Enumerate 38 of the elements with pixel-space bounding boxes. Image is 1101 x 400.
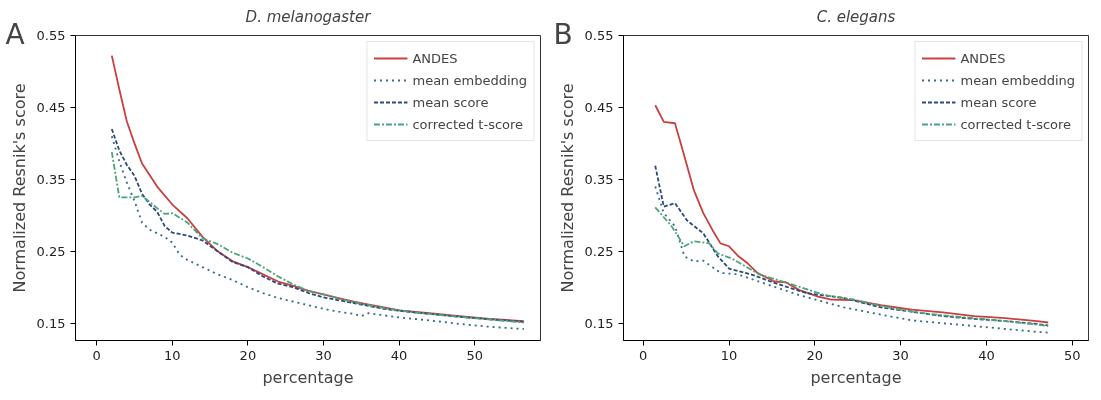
legend-label: mean embedding [960,72,1075,88]
y-tick-label: 0.45 [584,99,614,115]
x-tick-label: 30 [892,347,909,363]
x-tick-label: 20 [806,347,824,363]
x-tick-label: 40 [390,347,408,363]
y-tick-label: 0.55 [584,28,614,43]
x-tick-label: 50 [1063,347,1081,363]
y-tick-label: 0.35 [36,171,66,187]
x-tick-label: 50 [466,347,483,363]
legend-label: mean score [960,94,1037,110]
y-tick-label: 0.25 [584,243,614,259]
y-tick-label: 0.45 [36,99,66,115]
x-axis-title: percentage [810,367,902,387]
x-tick-label: 40 [978,347,995,363]
legend-label: ANDES [412,50,458,66]
x-tick-label: 10 [720,347,738,363]
legend-label: corrected t-score [412,116,524,132]
x-tick-label: 10 [164,347,181,363]
legend-label: corrected t-score [960,116,1072,132]
legend-label: ANDES [960,50,1006,66]
text: A [5,17,25,51]
y-axis-title: Normalized Resnik's score [557,83,577,293]
x-tick-label: 0 [92,347,101,363]
legend-label: mean score [412,94,489,110]
text: B [553,17,573,51]
legend-label: mean embedding [412,72,527,88]
y-tick-label: 0.15 [584,315,614,331]
x-tick-label: 0 [639,347,648,363]
y-axis-title: Normalized Resnik's score [9,83,29,293]
y-tick-label: 0.15 [36,315,66,331]
y-tick-label: 0.25 [36,243,66,259]
x-axis-title: percentage [262,367,354,387]
y-tick-label: 0.35 [584,171,614,187]
chart-title: C. elegans [816,7,896,26]
x-tick-label: 30 [315,347,332,363]
y-tick-label: 0.55 [36,28,66,43]
x-tick-label: 20 [239,347,257,363]
chart-title: D. melanogaster [245,7,372,26]
